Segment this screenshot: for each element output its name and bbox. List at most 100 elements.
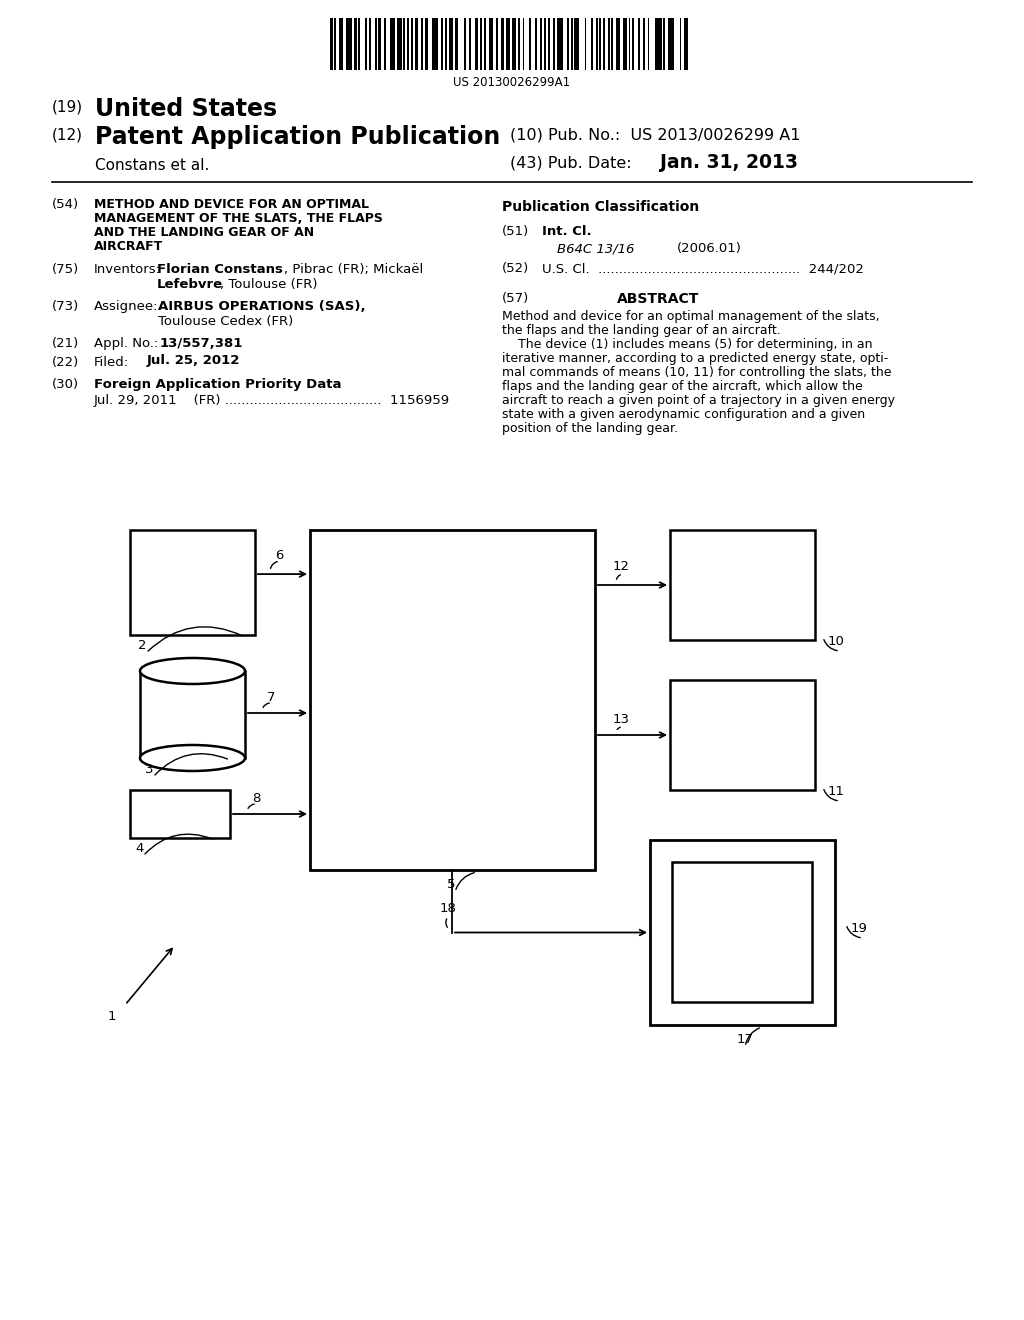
- Text: 1: 1: [108, 1010, 117, 1023]
- Bar: [615, 18, 621, 70]
- Text: the flaps and the landing gear of an aircraft.: the flaps and the landing gear of an air…: [502, 323, 780, 337]
- Text: 13/557,381: 13/557,381: [160, 337, 244, 350]
- Bar: [670, 680, 815, 789]
- Bar: [557, 18, 563, 70]
- Text: 3: 3: [145, 763, 154, 776]
- Bar: [397, 18, 401, 70]
- Text: United States: United States: [95, 96, 278, 121]
- Bar: [310, 531, 595, 870]
- Text: AND THE LANDING GEAR OF AN: AND THE LANDING GEAR OF AN: [94, 226, 314, 239]
- Text: Toulouse Cedex (FR): Toulouse Cedex (FR): [158, 315, 293, 327]
- Text: U.S. Cl.  .................................................  244/202: U.S. Cl. ...............................…: [542, 261, 864, 275]
- Bar: [570, 18, 572, 70]
- Bar: [585, 18, 587, 70]
- Bar: [140, 671, 245, 758]
- Text: MANAGEMENT OF THE SLATS, THE FLAPS: MANAGEMENT OF THE SLATS, THE FLAPS: [94, 213, 383, 224]
- Bar: [334, 18, 336, 70]
- Text: Jul. 25, 2012: Jul. 25, 2012: [147, 354, 241, 367]
- Text: 12: 12: [613, 560, 630, 573]
- Bar: [390, 18, 394, 70]
- Text: (2006.01): (2006.01): [677, 242, 741, 255]
- Bar: [456, 18, 458, 70]
- Bar: [608, 18, 609, 70]
- Bar: [655, 18, 662, 70]
- Bar: [536, 18, 538, 70]
- Bar: [623, 18, 627, 70]
- Bar: [648, 18, 649, 70]
- Bar: [378, 18, 381, 70]
- Text: (73): (73): [52, 300, 79, 313]
- Text: Int. Cl.: Int. Cl.: [542, 224, 592, 238]
- Bar: [574, 18, 579, 70]
- Bar: [330, 18, 333, 70]
- Bar: [528, 18, 531, 70]
- Text: Filed:: Filed:: [94, 356, 129, 370]
- Bar: [522, 18, 524, 70]
- Text: Inventors:: Inventors:: [94, 263, 161, 276]
- Bar: [518, 18, 520, 70]
- Bar: [354, 18, 356, 70]
- Text: (43) Pub. Date:: (43) Pub. Date:: [510, 156, 632, 172]
- Bar: [506, 18, 510, 70]
- Text: Jan. 31, 2013: Jan. 31, 2013: [660, 153, 798, 172]
- Text: (12): (12): [52, 128, 83, 143]
- Bar: [638, 18, 640, 70]
- Text: AIRCRAFT: AIRCRAFT: [94, 240, 163, 253]
- Ellipse shape: [140, 657, 245, 684]
- Bar: [412, 18, 413, 70]
- Bar: [358, 18, 360, 70]
- Bar: [632, 18, 634, 70]
- Bar: [384, 18, 386, 70]
- Bar: [650, 840, 835, 1026]
- Bar: [642, 18, 645, 70]
- Bar: [672, 862, 812, 1002]
- Bar: [668, 18, 674, 70]
- Bar: [591, 18, 593, 70]
- Bar: [684, 18, 688, 70]
- Text: 10: 10: [828, 635, 845, 648]
- Text: (57): (57): [502, 292, 529, 305]
- Bar: [483, 18, 486, 70]
- Text: 13: 13: [613, 713, 630, 726]
- Bar: [425, 18, 428, 70]
- Text: Florian Constans: Florian Constans: [157, 263, 283, 276]
- Bar: [440, 18, 443, 70]
- Bar: [464, 18, 466, 70]
- Text: Lefebvre: Lefebvre: [157, 279, 223, 290]
- Bar: [407, 18, 409, 70]
- Text: , Pibrac (FR); Mickaël: , Pibrac (FR); Mickaël: [284, 263, 423, 276]
- Bar: [553, 18, 555, 70]
- Text: Publication Classification: Publication Classification: [502, 201, 699, 214]
- Bar: [469, 18, 471, 70]
- Text: (75): (75): [52, 263, 79, 276]
- Text: position of the landing gear.: position of the landing gear.: [502, 422, 678, 436]
- Text: (21): (21): [52, 337, 79, 350]
- Bar: [629, 18, 631, 70]
- Bar: [403, 18, 406, 70]
- Text: US 20130026299A1: US 20130026299A1: [454, 77, 570, 88]
- Bar: [596, 18, 598, 70]
- Text: Constans et al.: Constans et al.: [95, 158, 209, 173]
- Bar: [664, 18, 665, 70]
- Bar: [421, 18, 423, 70]
- Bar: [339, 18, 343, 70]
- Text: ABSTRACT: ABSTRACT: [617, 292, 699, 306]
- Text: (30): (30): [52, 378, 79, 391]
- Bar: [365, 18, 368, 70]
- Text: Appl. No.:: Appl. No.:: [94, 337, 159, 350]
- Bar: [416, 18, 418, 70]
- Text: (10) Pub. No.:  US 2013/0026299 A1: (10) Pub. No.: US 2013/0026299 A1: [510, 128, 801, 143]
- Text: 19: 19: [851, 921, 868, 935]
- Bar: [611, 18, 613, 70]
- Text: (52): (52): [502, 261, 529, 275]
- Bar: [475, 18, 477, 70]
- Bar: [450, 18, 454, 70]
- Bar: [603, 18, 605, 70]
- Text: (54): (54): [52, 198, 79, 211]
- Text: B64C 13/16: B64C 13/16: [557, 242, 635, 255]
- Text: iterative manner, according to a predicted energy state, opti-: iterative manner, according to a predict…: [502, 352, 888, 366]
- Text: METHOD AND DEVICE FOR AN OPTIMAL: METHOD AND DEVICE FOR AN OPTIMAL: [94, 198, 369, 211]
- Bar: [670, 531, 815, 640]
- Text: 8: 8: [252, 792, 260, 805]
- Text: 18: 18: [440, 903, 457, 916]
